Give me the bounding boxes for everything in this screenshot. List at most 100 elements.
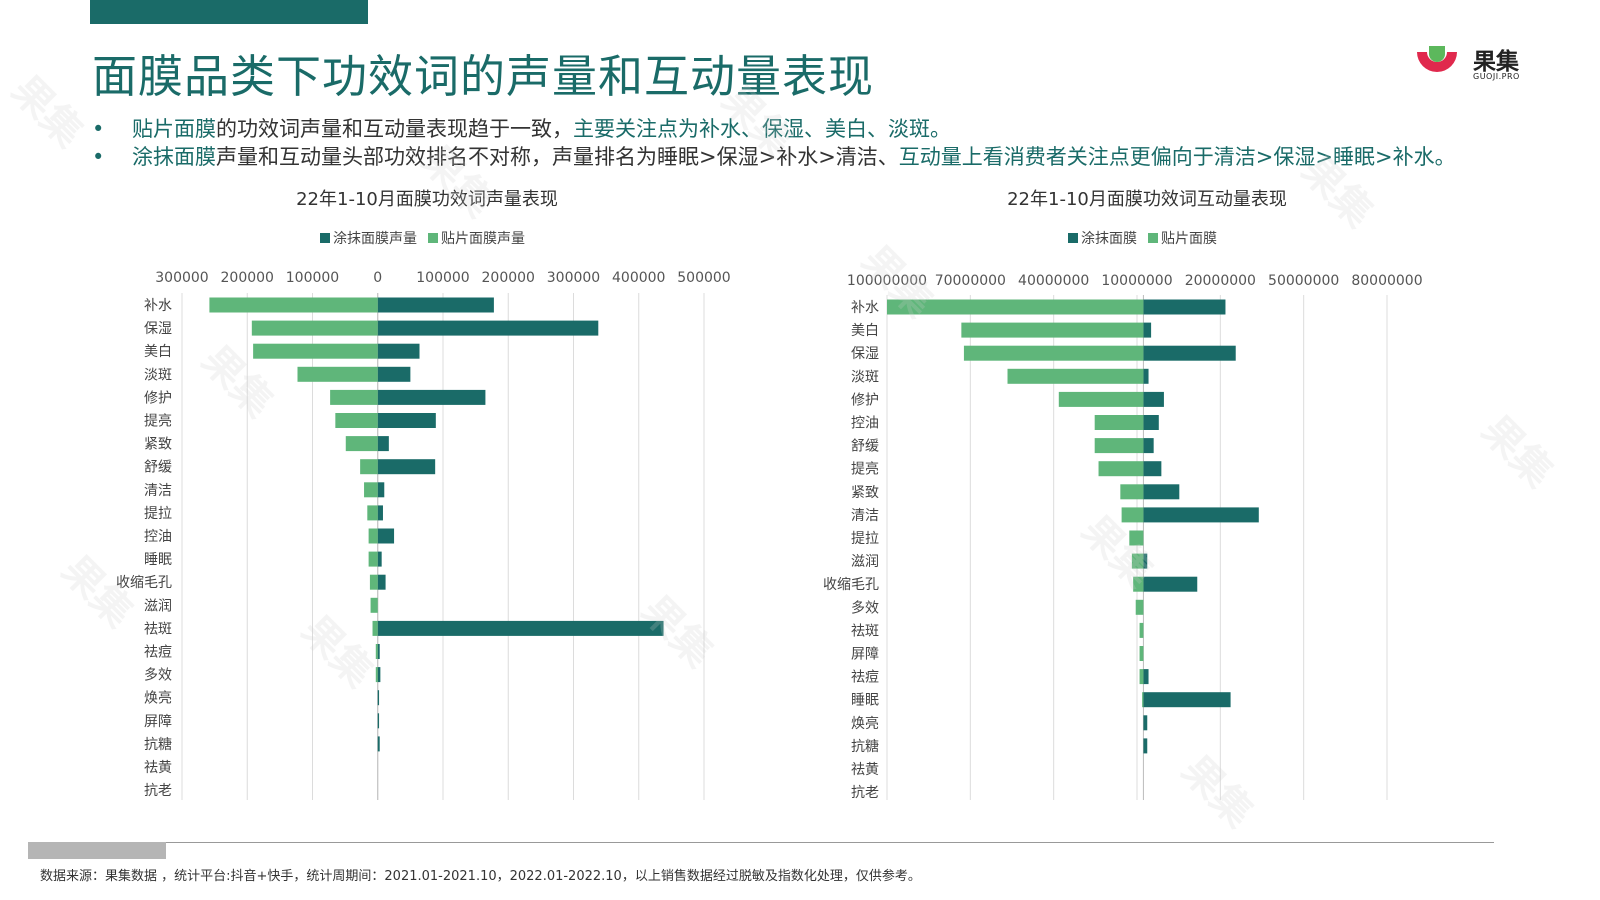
bullet-item: • 贴片面膜的功效词声量和互动量表现趋于一致，主要关注点为补水、保湿、美白、淡斑。 [92, 115, 1482, 143]
axis-tick-label: 50000000 [1268, 273, 1339, 289]
bar [335, 413, 378, 428]
legend-swatch [1068, 233, 1078, 243]
bar [377, 436, 389, 452]
bar [1098, 461, 1144, 477]
axis-tick-label: 40000000 [1018, 273, 1089, 289]
bar [209, 297, 378, 313]
brand-logo: 果集 GUOJI.PRO [1413, 40, 1533, 90]
watermark: 果集 [1472, 407, 1562, 497]
category-label: 提亮 [144, 413, 172, 430]
watermark: 果集 [2, 67, 92, 157]
logo-icon [1417, 46, 1457, 72]
bullet-marker: • [92, 117, 105, 141]
bar [1142, 692, 1144, 708]
bar [1139, 646, 1144, 661]
bar [251, 320, 378, 336]
category-label: 保湿 [851, 346, 879, 362]
bar [887, 299, 1144, 315]
bar [1143, 345, 1236, 361]
chart-title: 22年1-10月面膜功效词声量表现 [296, 189, 558, 210]
legend-label: 涂抹面膜 [1081, 231, 1137, 247]
category-label: 祛黄 [851, 761, 879, 778]
bar [1120, 484, 1144, 500]
category-label: 祛斑 [144, 621, 172, 637]
category-label: 紧致 [851, 485, 879, 501]
axis-tick-label: 200000 [221, 270, 274, 286]
bar [1133, 576, 1144, 592]
axis-tick-label: 80000000 [1351, 273, 1422, 289]
category-label: 屏障 [144, 714, 172, 730]
axis-tick-label: 200000 [482, 270, 535, 286]
bar [963, 345, 1144, 361]
bar [1121, 507, 1144, 523]
category-label: 控油 [144, 529, 172, 545]
category-label: 清洁 [144, 483, 172, 499]
category-label: 睡眠 [144, 552, 172, 568]
category-label: 补水 [144, 298, 172, 314]
bar [375, 644, 378, 659]
bullet-item: • 涂抹面膜声量和互动量头部功效排名不对称，声量排名为睡眠>保湿>补水>清洁、互动… [92, 143, 1482, 171]
bullet-marker: • [92, 145, 105, 169]
bar [360, 459, 378, 475]
bar [368, 551, 378, 567]
category-label: 淡斑 [144, 367, 172, 383]
bar [370, 597, 378, 613]
legend-label: 涂抹面膜声量 [333, 231, 417, 247]
bullet-highlight-text: 贴片面膜 [132, 117, 216, 141]
bar [1143, 576, 1198, 592]
bar [1129, 530, 1144, 546]
data-source-note: 数据来源：果集数据 ，统计平台:抖音+快手，统计周期间：2021.01-2021… [40, 869, 921, 884]
summary-bullets: • 贴片面膜的功效词声量和互动量表现趋于一致，主要关注点为补水、保湿、美白、淡斑。… [92, 115, 1482, 171]
bar [297, 366, 378, 382]
bar [330, 389, 378, 405]
chart-title: 22年1-10月面膜功效词互动量表现 [1007, 189, 1287, 210]
bar [1143, 553, 1148, 569]
bar [1143, 368, 1149, 384]
bar [345, 436, 378, 452]
bar [377, 505, 383, 521]
legend-label: 贴片面膜 [1161, 231, 1217, 247]
axis-tick-label: 0 [373, 270, 382, 286]
bar [1143, 391, 1164, 407]
bar [377, 644, 380, 659]
bar [377, 690, 380, 706]
footer-accent-block [28, 842, 166, 859]
footer-divider [28, 842, 1494, 843]
bullet-highlight-text: 主要关注点为补水、保湿、美白、淡斑。 [573, 117, 951, 141]
category-label: 祛痘 [851, 670, 879, 686]
bar [377, 736, 380, 752]
category-label: 舒缓 [851, 439, 879, 455]
axis-tick-label: 500000 [677, 270, 730, 286]
legend-label: 贴片面膜声量 [441, 231, 525, 247]
axis-tick-label: 100000 [286, 270, 339, 286]
bar [377, 459, 436, 475]
bar [253, 343, 378, 359]
bar [372, 620, 378, 636]
bullet-text: 的功效词声量和互动量表现趋于一致， [216, 117, 573, 141]
bar [377, 574, 386, 590]
legend-swatch [428, 233, 438, 243]
page-title: 面膜品类下功效词的声量和互动量表现 [92, 50, 875, 103]
legend-swatch [320, 233, 330, 243]
category-label: 睡眠 [851, 693, 879, 709]
bar [369, 574, 378, 590]
legend-swatch [1148, 233, 1158, 243]
bar [1143, 692, 1231, 708]
bar [377, 713, 380, 729]
category-label: 补水 [851, 300, 879, 316]
bar [1143, 415, 1159, 430]
category-label: 焕亮 [144, 690, 172, 707]
category-label: 淡斑 [851, 369, 879, 385]
category-label: 提拉 [851, 531, 879, 547]
bar [377, 320, 599, 336]
axis-tick-label: 100000 [416, 270, 469, 286]
category-label: 多效 [144, 667, 172, 684]
bar [377, 297, 494, 313]
bar [1143, 738, 1148, 754]
logo-name: 果集 [1473, 49, 1519, 75]
top-accent-bar [90, 0, 368, 24]
category-label: 屏障 [851, 647, 879, 663]
bar [377, 366, 411, 382]
